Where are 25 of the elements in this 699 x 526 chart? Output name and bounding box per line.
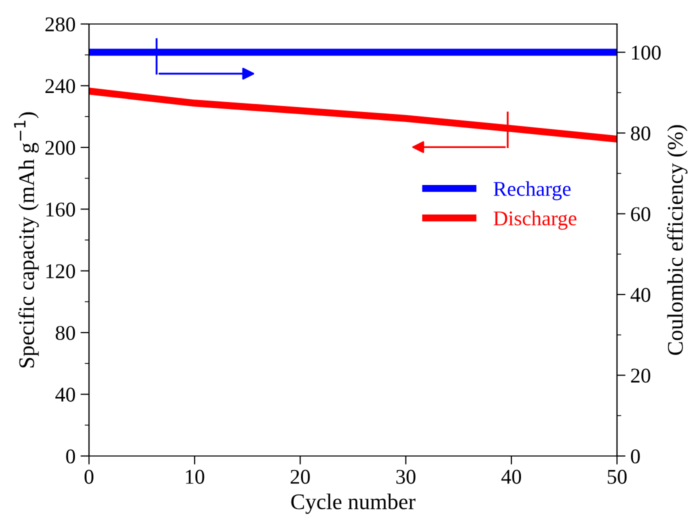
x-tick-label: 30 [396,470,416,484]
y-tick-label: 280 [45,17,76,32]
y2-tick-label: 80 [630,126,650,140]
y2-tick-label: 100 [632,46,661,60]
y2-tick-label: 40 [630,288,650,302]
x-tick-label: 0 [84,470,94,484]
x-tick-label: 50 [608,470,627,484]
y-tick-label: 160 [46,202,76,217]
y-tick-label: 40 [55,388,76,402]
y-tick-label: 0 [66,449,76,464]
y2-tick-label: 0 [630,449,640,464]
y-tick-label: 120 [46,264,76,278]
x-tick-label: 10 [186,470,204,484]
x-tick-label: 20 [290,470,310,484]
legend-label: Discharge [494,210,576,230]
y-tick-label: 200 [45,140,76,155]
legend-label: Recharge [494,181,571,200]
y-tick-label: 240 [45,79,76,94]
y2-axis-title: Coulombic efficiency (%) [667,125,688,355]
y2-tick-label: 20 [631,368,650,383]
y-tick-label: 80 [56,326,76,340]
y-axis-title: Specific capacity (mAh g$^{−1}$) [14,112,39,368]
x-axis-title: Cycle number [291,494,416,514]
y2-tick-label: 60 [631,207,650,222]
x-tick-label: 40 [501,470,522,484]
